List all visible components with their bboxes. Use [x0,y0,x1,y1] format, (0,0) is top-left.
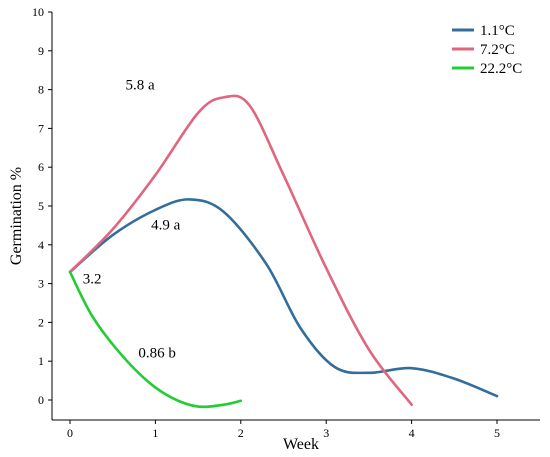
y-tick-label: 4 [38,238,44,252]
y-tick-label: 5 [38,199,44,213]
y-tick-label: 2 [38,315,44,329]
data-label: 0.86 b [138,345,176,361]
x-tick-label: 0 [67,426,73,440]
legend: 1.1°C 7.2°C 22.2°C [452,23,522,77]
y-tick-label: 10 [32,5,44,19]
y-tick-label: 0 [38,393,44,407]
data-label: 4.9 a [151,217,181,233]
axes: 0 1 2 3 4 5 6 7 8 9 10 0 1 2 3 4 5 [32,5,540,440]
series-line-1 [68,94,413,406]
series-lines [68,94,499,409]
legend-label: 7.2°C [480,42,515,58]
x-tick-label: 1 [152,426,158,440]
legend-label: 22.2°C [480,61,522,77]
x-tick-label: 3 [323,426,329,440]
y-tick-label: 6 [38,160,44,174]
y-tick-label: 9 [38,44,44,58]
y-tick-label: 3 [38,277,44,291]
y-tick-label: 8 [38,83,44,97]
data-label: 3.2 [83,272,102,288]
y-tick-label: 1 [38,354,44,368]
x-axis-title: Week [283,436,319,453]
x-tick-label: 5 [494,426,500,440]
data-annotations: 5.8 a 4.9 a 3.2 0.86 b [83,78,181,362]
data-label: 5.8 a [126,78,156,94]
y-tick-label: 7 [38,121,44,135]
x-tick-label: 4 [409,426,415,440]
y-axis-title: Germination % [8,167,25,265]
legend-label: 1.1°C [480,23,515,39]
x-tick-label: 2 [238,426,244,440]
series-line-0 [68,198,499,398]
series-line-2 [68,270,243,409]
